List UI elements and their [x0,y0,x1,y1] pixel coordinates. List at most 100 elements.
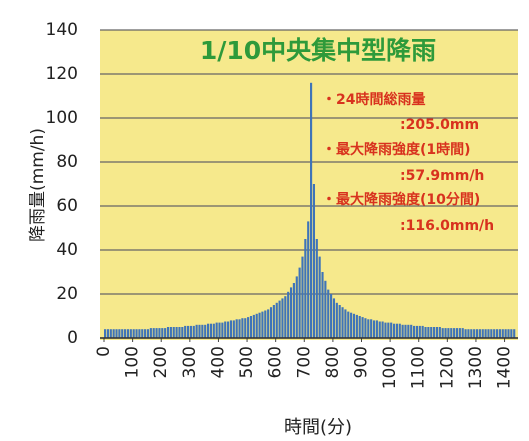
bar [218,322,221,338]
y-tick-label: 20 [56,284,78,304]
bar [398,323,401,338]
bar [395,323,398,338]
x-tick-label: 1400 [495,346,515,389]
bar [344,309,347,338]
bar [104,329,107,338]
bar [252,314,255,338]
bar [138,329,141,338]
y-tick-label: 60 [56,196,78,216]
annotation: ・最大降雨強度(1時間) [322,141,471,158]
bar [261,311,264,338]
bar [175,327,178,338]
bar [315,239,318,338]
bar [207,323,210,338]
bar [481,329,484,338]
bar [387,322,390,338]
bar [152,328,155,338]
bar [347,311,350,338]
y-tick-label: 140 [46,20,78,40]
bar [146,329,150,338]
bar [189,325,192,338]
bar [435,327,439,338]
bar [464,329,467,338]
bar [255,313,258,338]
x-tick-label: 600 [266,346,286,378]
bar [510,329,513,338]
bar [215,322,218,338]
bar [295,276,298,338]
y-tick-label: 100 [46,108,78,128]
bar [204,324,207,338]
bar [121,329,124,338]
bar [241,318,244,338]
bar [169,327,172,338]
annotation: :57.9mm/h [400,168,484,184]
bar [132,329,135,338]
bar [198,324,201,338]
bar [352,313,356,338]
bar [410,324,413,338]
bar [447,328,450,338]
x-tick-label: 0 [94,346,114,357]
bar [209,323,213,338]
bar [141,329,144,338]
bar [478,329,481,338]
bar [247,317,250,338]
bar [155,328,158,338]
bar [304,239,307,338]
bar [301,256,304,338]
bar [244,318,247,338]
bar [455,328,459,338]
x-tick-label: 800 [323,346,343,378]
bar [484,329,487,338]
annotation: ・最大降雨強度(10分間) [322,191,480,208]
bar [312,184,316,338]
bar [375,320,378,338]
bar [221,322,224,338]
bar [407,324,410,338]
bar [229,320,233,338]
bar [298,267,301,338]
bar [361,317,364,338]
bar [310,82,313,338]
bar [507,329,510,338]
bar [427,327,430,338]
bar [458,328,461,338]
bar [275,302,278,338]
bar [112,329,115,338]
bar [235,319,238,338]
x-tick-label: 200 [151,346,171,378]
bar [467,329,470,338]
bar [227,321,230,338]
bar [401,324,404,338]
bar [504,329,507,338]
bar [195,324,198,338]
bar [370,319,373,338]
x-tick-label: 300 [180,346,200,378]
bar [178,327,181,338]
bar [184,325,187,338]
bar [327,289,330,338]
bar [461,328,464,338]
bar [473,329,476,338]
y-tick-label: 120 [46,64,78,84]
bar [201,324,204,338]
x-tick-label: 1100 [409,346,429,389]
bar [444,328,447,338]
bar [192,325,195,338]
bar [498,329,501,338]
bar [364,318,367,338]
bar [224,321,227,338]
bar [249,316,253,338]
bar [321,272,324,338]
bar [341,307,344,338]
bar [367,319,370,338]
bar [135,329,138,338]
bar [413,325,416,338]
bar [181,327,184,338]
annotation: ・24時間総雨量 [322,91,425,108]
bar [378,321,381,338]
bar [450,328,453,338]
bar [307,221,310,338]
bar [109,329,112,338]
